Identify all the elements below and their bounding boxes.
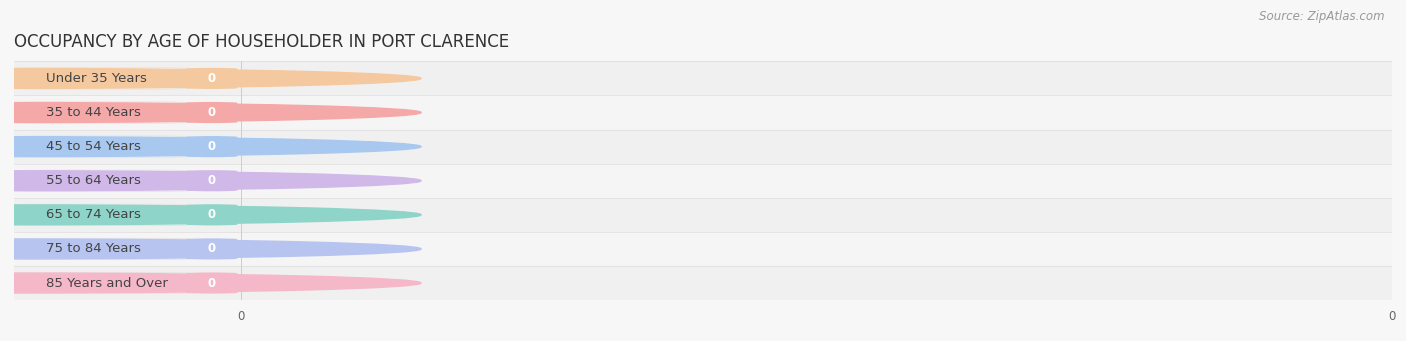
Text: Under 35 Years: Under 35 Years xyxy=(46,72,146,85)
FancyBboxPatch shape xyxy=(186,68,238,89)
Bar xyxy=(14,130,1392,164)
FancyBboxPatch shape xyxy=(13,136,188,157)
FancyBboxPatch shape xyxy=(186,238,238,260)
Text: 35 to 44 Years: 35 to 44 Years xyxy=(46,106,141,119)
Bar xyxy=(14,232,1392,266)
Text: 0: 0 xyxy=(208,72,217,85)
FancyBboxPatch shape xyxy=(186,272,238,294)
Circle shape xyxy=(0,69,420,88)
FancyBboxPatch shape xyxy=(186,102,238,123)
Text: 0: 0 xyxy=(208,208,217,221)
Text: 0: 0 xyxy=(208,277,217,290)
Text: 65 to 74 Years: 65 to 74 Years xyxy=(46,208,141,221)
Text: OCCUPANCY BY AGE OF HOUSEHOLDER IN PORT CLARENCE: OCCUPANCY BY AGE OF HOUSEHOLDER IN PORT … xyxy=(14,33,509,51)
Bar xyxy=(14,95,1392,130)
FancyBboxPatch shape xyxy=(13,238,188,260)
FancyBboxPatch shape xyxy=(13,102,188,123)
Text: 75 to 84 Years: 75 to 84 Years xyxy=(46,242,141,255)
Bar xyxy=(14,266,1392,300)
Text: 0: 0 xyxy=(208,242,217,255)
Text: 0: 0 xyxy=(208,106,217,119)
Circle shape xyxy=(0,273,420,293)
Circle shape xyxy=(0,103,420,122)
Text: Source: ZipAtlas.com: Source: ZipAtlas.com xyxy=(1260,10,1385,23)
FancyBboxPatch shape xyxy=(186,204,238,225)
Circle shape xyxy=(0,171,420,191)
Text: 45 to 54 Years: 45 to 54 Years xyxy=(46,140,141,153)
Bar xyxy=(14,164,1392,198)
FancyBboxPatch shape xyxy=(13,272,188,294)
FancyBboxPatch shape xyxy=(13,204,188,225)
Text: 85 Years and Over: 85 Years and Over xyxy=(46,277,167,290)
FancyBboxPatch shape xyxy=(13,170,188,191)
FancyBboxPatch shape xyxy=(186,170,238,191)
Circle shape xyxy=(0,137,420,157)
Text: 0: 0 xyxy=(208,140,217,153)
Circle shape xyxy=(0,205,420,225)
Bar xyxy=(14,61,1392,95)
Text: 0: 0 xyxy=(208,174,217,187)
Circle shape xyxy=(0,239,420,259)
Text: 55 to 64 Years: 55 to 64 Years xyxy=(46,174,141,187)
Bar xyxy=(14,198,1392,232)
FancyBboxPatch shape xyxy=(186,136,238,157)
FancyBboxPatch shape xyxy=(13,68,188,89)
